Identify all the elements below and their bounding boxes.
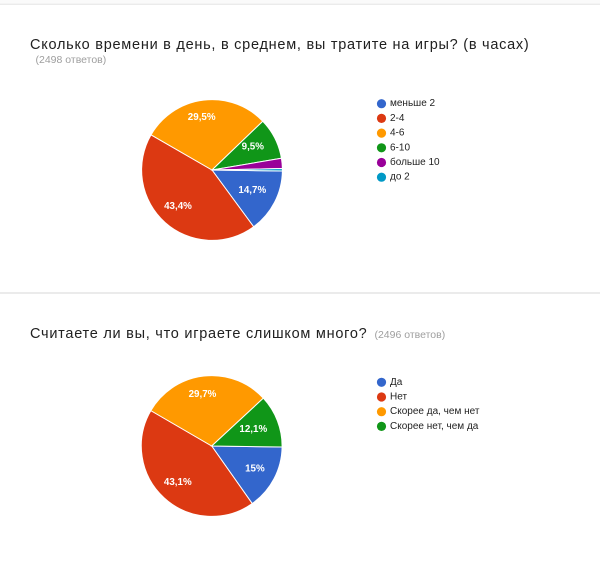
- svg-text:43,4%: 43,4%: [164, 201, 192, 212]
- svg-text:до 2: до 2: [390, 172, 410, 183]
- svg-text:14,7%: 14,7%: [238, 185, 266, 196]
- svg-text:Нет: Нет: [390, 392, 407, 403]
- svg-text:29,5%: 29,5%: [188, 112, 216, 123]
- svg-text:2-4: 2-4: [390, 113, 405, 124]
- svg-text:Скорее да, чем нет: Скорее да, чем нет: [390, 406, 480, 417]
- svg-text:15%: 15%: [245, 464, 265, 475]
- svg-text:12,1%: 12,1%: [239, 424, 267, 435]
- svg-text:43,1%: 43,1%: [164, 477, 192, 488]
- svg-text:меньше 2: меньше 2: [390, 98, 436, 109]
- svg-text:Да: Да: [390, 377, 403, 388]
- svg-text:Скорее нет, чем да: Скорее нет, чем да: [390, 421, 479, 432]
- svg-text:6-10: 6-10: [390, 142, 410, 153]
- svg-text:29,7%: 29,7%: [189, 389, 217, 400]
- svg-text:больше 10: больше 10: [390, 156, 440, 168]
- svg-text:9,5%: 9,5%: [242, 142, 265, 153]
- svg-text:4-6: 4-6: [390, 128, 405, 139]
